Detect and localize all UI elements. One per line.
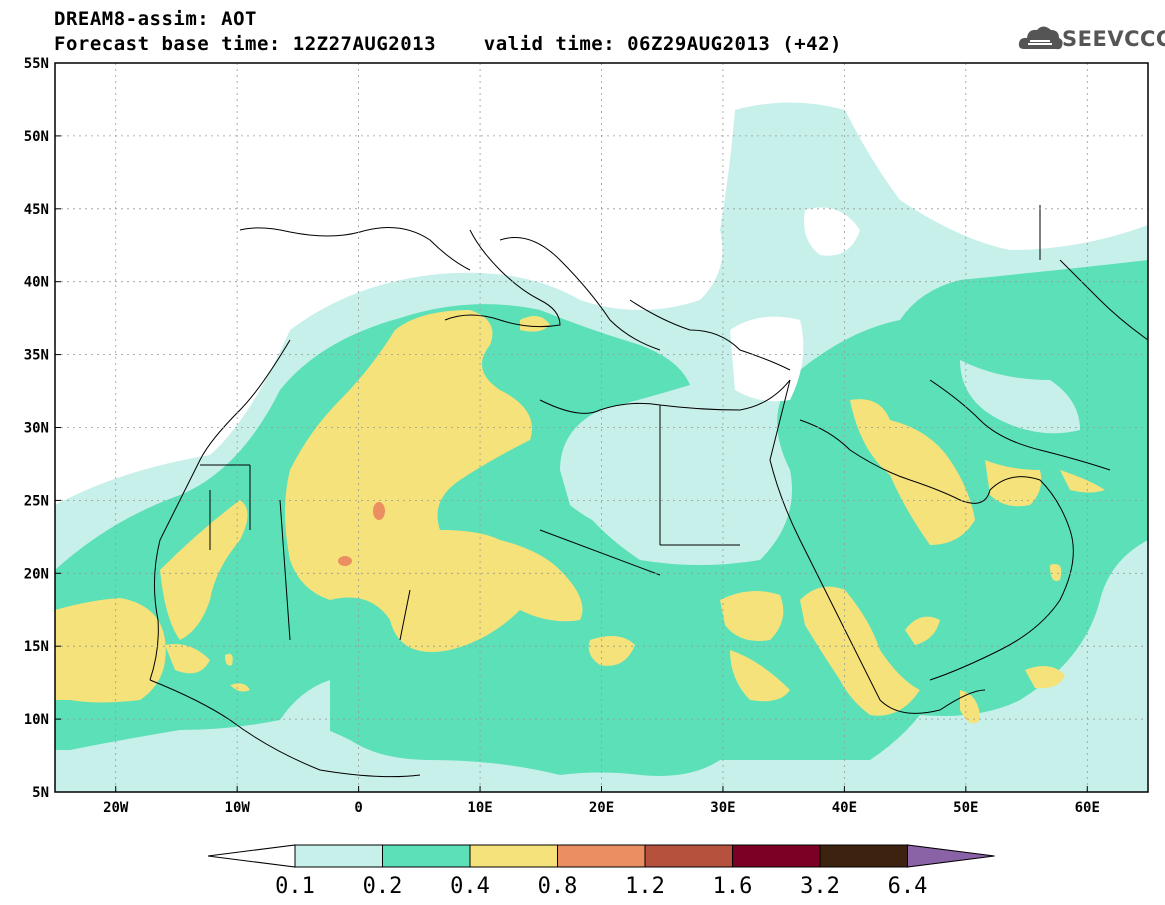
latitude-labels: 55N 50N 45N 40N 35N 30N 25N 20N 15N 10N 5N [24, 56, 49, 801]
longitude-labels: 20W 10W 0 10E 20E 30E 40E 50E 60E [103, 800, 1100, 816]
lat-tick-label: 35N [24, 348, 49, 364]
colorbar-swatch [469, 844, 558, 868]
lon-tick-label: 30E [710, 800, 735, 816]
colorbar-below-arrow [207, 844, 296, 868]
lat-tick-label: 40N [24, 275, 49, 291]
colorbar-level-label: 6.4 [888, 874, 928, 899]
colorbar-above-arrow [907, 844, 995, 868]
colorbar-level-label: 1.6 [713, 874, 753, 899]
lat-tick-label: 20N [24, 566, 49, 582]
colorbar-swatch [557, 844, 646, 868]
colorbar-level-label: 0.8 [538, 874, 578, 899]
colorbar-swatch [382, 844, 471, 868]
lon-tick-label: 40E [832, 800, 857, 816]
map-title: DREAM8-assim: AOT [54, 8, 257, 30]
colorbar-swatch [819, 844, 908, 868]
lon-tick-label: 20W [103, 800, 129, 816]
lon-tick-label: 10W [225, 800, 251, 816]
coastlines [149, 205, 1148, 778]
lat-tick-label: 15N [24, 639, 49, 655]
aot-contour-0.8 [338, 502, 385, 566]
lon-tick-label: 60E [1075, 800, 1100, 816]
lat-tick-label: 10N [24, 712, 49, 728]
logo-text: SEEVCCC [1062, 27, 1165, 51]
cloud-icon [1018, 26, 1063, 50]
colorbar-level-label: 1.2 [625, 874, 665, 899]
lon-tick-label: 20E [589, 800, 614, 816]
aot-clear-patches [55, 63, 1148, 480]
colorbar-level-label: 0.1 [275, 874, 315, 899]
colorbar-swatch [644, 844, 733, 868]
colorbar-level-label: 3.2 [800, 874, 840, 899]
lat-tick-label: 45N [24, 202, 49, 218]
colorbar-level-label: 0.2 [363, 874, 403, 899]
colorbar-level-label: 0.4 [450, 874, 490, 899]
gridlines [55, 63, 1148, 792]
lat-tick-label: 5N [32, 785, 49, 801]
aot-low-patches [280, 360, 1080, 792]
lat-tick-label: 30N [24, 421, 49, 437]
colorbar-swatch [294, 844, 383, 868]
lat-tick-label: 55N [24, 56, 49, 72]
lat-tick-label: 25N [24, 493, 49, 509]
lon-tick-label: 10E [467, 800, 492, 816]
colorbar-swatch [732, 844, 821, 868]
lon-tick-label: 0 [354, 800, 362, 816]
lon-tick-label: 50E [953, 800, 978, 816]
aot-contour-0.4 [55, 310, 1105, 724]
lat-tick-label: 50N [24, 129, 49, 145]
forecast-time-line: Forecast base time: 12Z27AUG2013 valid t… [54, 33, 842, 55]
